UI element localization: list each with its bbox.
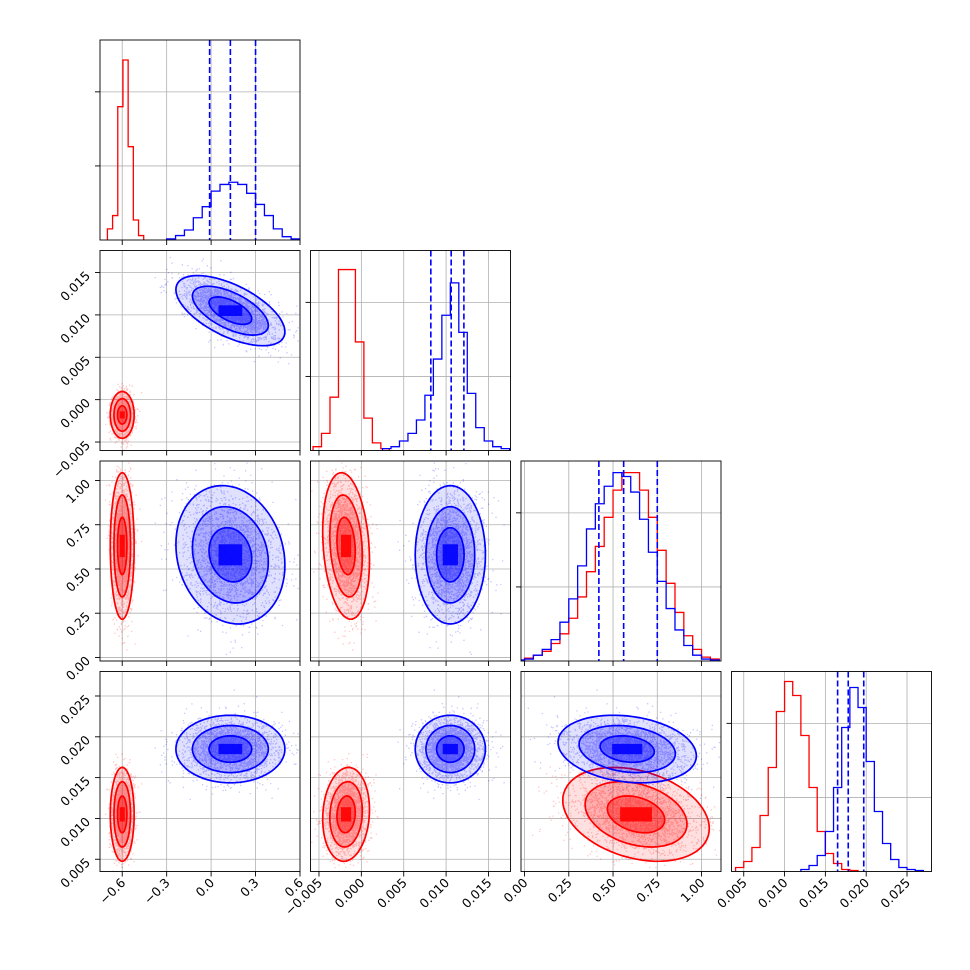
scatter-3-1: [311, 689, 505, 872]
red-histogram-2: [521, 472, 720, 661]
red-histogram-1: [312, 268, 390, 451]
red-histogram-3: [734, 680, 859, 872]
panel-0-0: [95, 39, 301, 245]
blue-density-peak-2-1: [442, 544, 458, 566]
panel-3-3: [726, 671, 932, 877]
panel-frame: [99, 671, 301, 872]
panel-3-2: [520, 671, 722, 877]
panel-2-0: [95, 460, 301, 666]
red-density-peak-1-0: [119, 411, 125, 419]
panels-layer: [95, 39, 932, 877]
panel-frame: [520, 460, 722, 662]
panel-frame: [310, 250, 511, 451]
scatter-3-0: [104, 689, 299, 872]
red-density-peak-3-1: [341, 807, 352, 822]
panel-frame: [310, 671, 511, 872]
blue-histogram-3: [800, 686, 924, 872]
panel-3-1: [310, 671, 511, 877]
panel-1-0: [95, 250, 301, 456]
blue-histogram-2: [521, 472, 720, 661]
blue-histogram-1: [381, 282, 511, 451]
panel-frame: [731, 671, 932, 872]
blue-density-peak-1-0: [218, 305, 243, 317]
blue-density-peak-3-0: [218, 743, 243, 755]
red-histogram-0: [106, 59, 145, 240]
panel-2-1: [310, 460, 511, 666]
histogram-1: [312, 250, 511, 451]
blue-density-peak-2-0: [218, 544, 243, 566]
blue-density-peak-3-2: [612, 743, 643, 755]
panel-frame: [99, 250, 301, 451]
red-density-peak-2-1: [341, 534, 352, 558]
histogram-3: [734, 671, 924, 872]
panel-3-0: [95, 671, 301, 877]
red-density-peak-3-0: [119, 807, 125, 822]
histogram-0: [106, 40, 300, 240]
panel-2-2: [516, 460, 722, 666]
panel-frame: [310, 460, 511, 662]
histogram-2: [521, 461, 720, 661]
scatter-3-2: [527, 689, 721, 872]
blue-density-peak-3-1: [442, 743, 458, 755]
panel-frame: [99, 460, 301, 662]
red-density-peak-2-0: [119, 534, 125, 558]
red-density-peak-3-2: [620, 807, 652, 822]
scatter-1-0: [104, 256, 299, 451]
panel-frame: [99, 39, 301, 241]
scatter-2-0: [104, 461, 299, 656]
panel-frame: [520, 671, 722, 872]
scatter-2-1: [311, 461, 505, 656]
blue-histogram-0: [166, 181, 300, 240]
panel-1-1: [305, 250, 511, 456]
